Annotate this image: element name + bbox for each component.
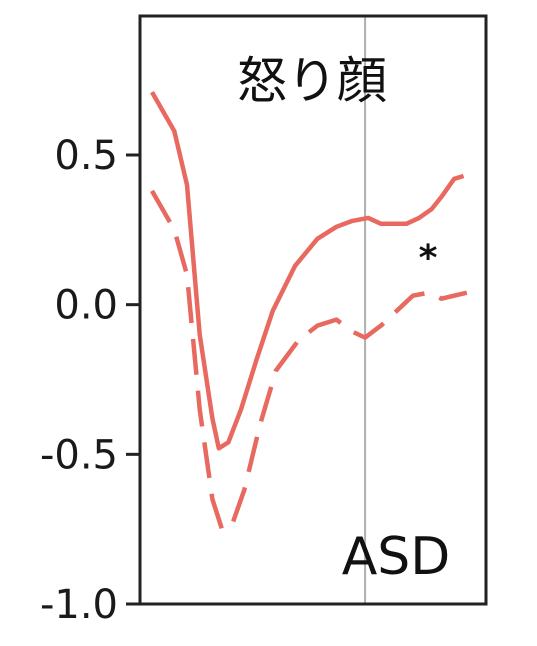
dashed-series-line [150, 189, 468, 532]
y-tick-label: -1.0 [40, 582, 118, 628]
group-label: ASD [342, 527, 451, 587]
chart-title: 怒り顔 [237, 52, 387, 110]
y-axis: 0.5 0.0 -0.5 -1.0 [40, 133, 140, 628]
y-tick-label: 0.5 [54, 133, 118, 179]
solid-series-line [150, 90, 465, 451]
y-tick-label: -0.5 [40, 432, 118, 478]
y-tick-label: 0.0 [54, 283, 118, 329]
series-layer [150, 90, 468, 532]
plot-frame [138, 14, 488, 606]
significance-annotation: * [419, 238, 438, 279]
